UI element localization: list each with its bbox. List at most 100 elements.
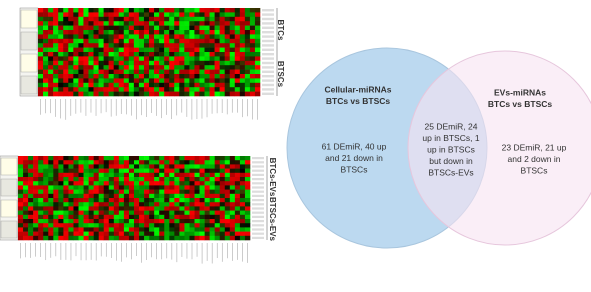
heatmap-cell <box>33 160 39 165</box>
heatmap-cell <box>128 219 135 224</box>
heatmap-cell <box>103 227 110 232</box>
heatmap-cell <box>244 206 251 211</box>
heatmap-cell <box>118 219 125 224</box>
heatmap-cell <box>219 8 225 13</box>
heatmap-cell <box>23 202 29 207</box>
heatmap-cell <box>204 25 210 31</box>
row-label <box>252 220 264 223</box>
heatmap-cell <box>194 219 200 224</box>
heatmap-cell <box>209 87 215 92</box>
heatmap-cell <box>18 189 24 195</box>
venn-text: Cellular-miRNAs <box>324 84 391 94</box>
heatmap-cell <box>239 231 246 237</box>
heatmap-cell <box>18 214 24 220</box>
heatmap-cell <box>38 43 44 48</box>
heatmap-cell <box>18 177 24 182</box>
heatmap-cell <box>63 43 69 48</box>
heatmap-cell <box>179 38 185 44</box>
row-label <box>252 232 264 235</box>
heatmap-cell <box>48 38 54 44</box>
heatmap-cell <box>108 164 115 169</box>
heatmap-cell <box>83 210 89 216</box>
heatmap-cell <box>63 34 69 40</box>
heatmap-cell <box>194 193 200 199</box>
heatmap-cell <box>234 21 241 26</box>
heatmap-cell <box>48 214 54 220</box>
heatmap-cell <box>98 177 105 182</box>
heatmap-cell <box>239 177 246 182</box>
heatmap-cell <box>118 65 125 70</box>
heatmap-cell <box>43 202 49 207</box>
heatmap-cell <box>199 56 205 62</box>
heatmap-cell <box>43 219 49 224</box>
heatmap-cell <box>154 168 160 174</box>
heatmap-cell <box>189 25 195 31</box>
heatmap-cell <box>68 74 74 79</box>
heatmap-cell <box>179 56 185 62</box>
heatmap-cell <box>229 177 236 182</box>
heatmap-cell <box>48 185 54 190</box>
heatmap-cell <box>103 185 110 190</box>
heatmap-cell <box>239 185 246 190</box>
heatmap-cell <box>184 60 190 66</box>
heatmap-cell <box>224 227 231 232</box>
heatmap-cell <box>184 156 190 161</box>
heatmap-cell <box>179 235 185 241</box>
heatmap-cell <box>244 74 251 79</box>
sample-label-box <box>0 178 18 197</box>
heatmap-cell <box>43 56 49 62</box>
heatmap-cell <box>204 8 210 13</box>
heatmap-cell <box>174 25 180 31</box>
heatmap-cell <box>18 156 24 161</box>
heatmap-cell <box>184 168 190 174</box>
heatmap-cell <box>108 87 114 92</box>
heatmap-cell <box>128 56 135 62</box>
heatmap-cell <box>113 206 120 211</box>
heatmap-cell <box>78 198 84 203</box>
heatmap-cell <box>53 16 59 22</box>
heatmap-cell <box>234 38 241 44</box>
row-label <box>262 61 274 65</box>
heatmap-cell <box>189 156 195 161</box>
heatmap-cell <box>48 160 54 165</box>
heatmap-cell <box>229 82 236 88</box>
heatmap-cell <box>139 214 145 220</box>
heatmap-cell <box>179 185 185 190</box>
heatmap-cell <box>68 235 74 241</box>
heatmap-cell <box>184 21 190 26</box>
heatmap-cell <box>219 74 225 79</box>
heatmap-cell <box>214 219 221 224</box>
heatmap-cell <box>63 210 69 216</box>
heatmap-cell <box>244 21 251 26</box>
heatmap-cell <box>113 168 120 174</box>
heatmap-cell <box>68 168 74 174</box>
heatmap-cell <box>48 74 54 79</box>
heatmap-cell <box>73 47 79 53</box>
heatmap-cell <box>73 74 79 79</box>
heatmap-cell <box>229 181 236 186</box>
heatmap-cell <box>244 60 251 66</box>
heatmap-cell <box>18 181 24 186</box>
heatmap-cell <box>98 189 105 195</box>
heatmap-cell <box>144 189 150 195</box>
heatmap-cell <box>224 78 231 84</box>
heatmap-cell <box>184 223 190 228</box>
heatmap-cell <box>154 210 160 216</box>
heatmap-cell <box>239 69 246 75</box>
heatmap-cell <box>169 181 175 186</box>
heatmap-cell <box>18 223 24 228</box>
heatmap-cell <box>179 34 185 40</box>
heatmap-cell <box>83 12 89 18</box>
heatmap-cell <box>189 52 195 57</box>
heatmap-cell <box>108 60 114 66</box>
heatmap-cell <box>138 8 145 13</box>
heatmap-cell <box>194 168 200 174</box>
heatmap-cell <box>48 34 54 40</box>
heatmap-cell <box>38 189 44 195</box>
heatmap-cell <box>164 69 170 75</box>
heatmap-cell <box>93 214 99 220</box>
heatmap-cell <box>93 74 99 79</box>
heatmap-cell <box>244 65 251 70</box>
heatmap-cell <box>43 185 49 190</box>
group-label: BTSCs-EVs <box>268 197 277 242</box>
